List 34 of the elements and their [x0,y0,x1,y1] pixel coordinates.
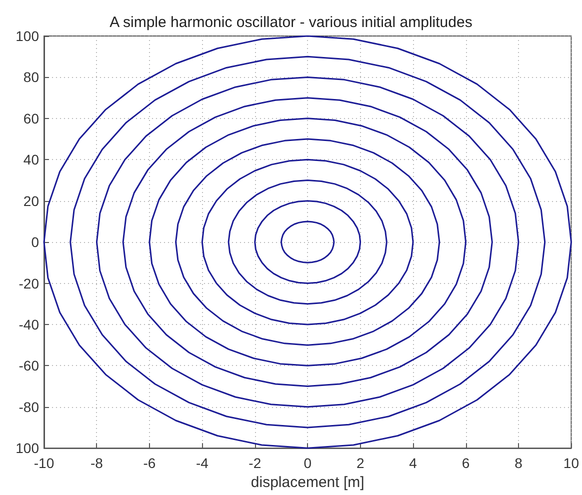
x-tick-label: 8 [514,455,523,472]
line-series [148,118,467,366]
line-series [43,35,572,449]
x-tick-label: -8 [90,455,104,472]
y-tick-label: 100 [16,28,40,44]
y-tick-label: -40 [18,316,40,332]
x-tick-label: 2 [356,455,364,472]
x-tick-label: 10 [563,455,580,472]
y-tick-label: 20 [23,192,40,209]
y-tick-label: 0 [31,234,40,250]
x-tick-label: 6 [462,455,470,472]
y-tick-label: 60 [23,110,40,126]
y-tick-label: -60 [18,358,40,374]
x-tick-label: -2 [248,455,262,472]
line-series [122,97,493,388]
y-tick-label: -20 [18,275,40,292]
x-tick-label: -4 [196,455,209,472]
line-series [70,56,546,428]
line-series [254,200,362,284]
chart-title: A simple harmonic oscillator - various initial amplitudes [110,14,472,31]
line-series [201,158,414,326]
y-tick-label: 40 [23,152,40,168]
y-tick-label: 100 [16,440,40,456]
x-tick-label: -6 [143,455,156,472]
x-tick-label: 4 [409,455,418,472]
line-series [228,179,388,305]
x-tick-label: -10 [34,455,54,472]
y-tick-label: 80 [23,69,40,86]
line-series [96,76,520,408]
line-series [280,220,335,264]
line-series [175,138,440,346]
y-tick-label: -80 [18,398,40,415]
x-tick-label: 0 [304,455,312,472]
x-axis-title: displacement [m] [250,474,364,491]
